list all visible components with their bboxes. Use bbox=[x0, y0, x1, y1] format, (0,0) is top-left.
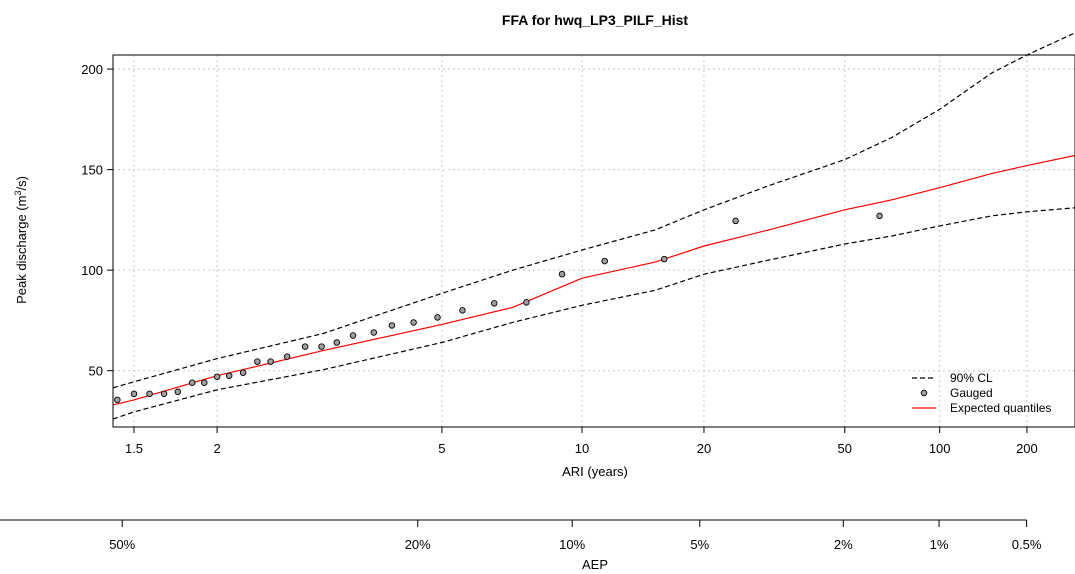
aep-tick-label: 50% bbox=[109, 537, 135, 552]
x-axis-label: ARI (years) bbox=[562, 464, 628, 479]
gauged-point bbox=[254, 358, 261, 365]
gauged-point bbox=[410, 319, 417, 326]
x-tick-label: 2 bbox=[213, 441, 220, 456]
gauged-point bbox=[370, 329, 378, 336]
gauged-point bbox=[459, 307, 466, 314]
y-axis-label-superscript: 3 bbox=[13, 191, 23, 196]
gauged-point bbox=[732, 217, 739, 225]
gauged-point bbox=[114, 396, 121, 404]
legend-label-expected-quantiles: Expected quantiles bbox=[950, 401, 1051, 415]
ci-upper-line bbox=[112, 32, 1075, 389]
x-tick-label: 10 bbox=[575, 441, 589, 456]
legend-label-gauged: Gauged bbox=[950, 386, 993, 400]
axis-layer: 50 100 150 200 1.5 2 5 10 20 50 100 200 bbox=[81, 54, 1075, 456]
gauged-point bbox=[267, 358, 274, 365]
aep-tick-label: 1% bbox=[930, 537, 949, 552]
gauged-point bbox=[239, 369, 247, 376]
gauged-point bbox=[601, 257, 608, 265]
gauged-point bbox=[188, 379, 196, 387]
y-tick-label: 150 bbox=[81, 163, 103, 178]
x-tick-label: 1.5 bbox=[125, 441, 143, 456]
aep-tick-label: 2% bbox=[834, 537, 853, 552]
aep-tick-label: 5% bbox=[690, 537, 709, 552]
y-tick-label: 200 bbox=[81, 62, 103, 77]
aep-tick-label: 20% bbox=[405, 537, 431, 552]
grid-layer bbox=[113, 55, 1075, 427]
expected-quantiles-line bbox=[112, 154, 1075, 406]
gauged-point bbox=[213, 373, 221, 380]
gauged-point bbox=[160, 390, 168, 398]
y-tick-label: 100 bbox=[81, 263, 103, 278]
gauged-point bbox=[225, 372, 233, 379]
gauged-point bbox=[434, 314, 441, 321]
x-tick-label: 5 bbox=[438, 441, 445, 456]
y-tick-label: 50 bbox=[89, 364, 103, 379]
gauged-point bbox=[388, 322, 396, 329]
gauged-point bbox=[876, 212, 883, 220]
gauged-point bbox=[660, 255, 668, 263]
plot-frame bbox=[112, 54, 1075, 428]
aep-axis: 67%50%20%10%5%2%1%0.5% bbox=[0, 519, 1042, 552]
gauged-point bbox=[201, 379, 208, 387]
aep-tick-label: 10% bbox=[559, 537, 585, 552]
series-layer bbox=[112, 32, 1075, 420]
chart-title: FFA for hwq_LP3_PILF_Hist bbox=[502, 12, 689, 28]
y-axis-label-main: Peak discharge (m bbox=[14, 196, 29, 304]
ci-lower-line bbox=[112, 207, 1075, 420]
x-tick-label: 20 bbox=[697, 441, 711, 456]
gauged-point bbox=[146, 390, 153, 398]
x-tick-label: 50 bbox=[838, 441, 852, 456]
gauged-point bbox=[491, 300, 498, 307]
gauged-point bbox=[349, 332, 357, 339]
aep-tick-label: 0.5% bbox=[1012, 537, 1042, 552]
gauged-point bbox=[130, 390, 138, 398]
gauged-point bbox=[558, 270, 566, 278]
x-tick-label: 100 bbox=[929, 441, 951, 456]
y-axis-label-end: /s) bbox=[14, 176, 29, 190]
gauged-point bbox=[301, 343, 309, 350]
legend-key-gauged bbox=[920, 389, 928, 397]
y-axis-label: Peak discharge (m3/s) bbox=[13, 176, 29, 304]
aep-axis-label: AEP bbox=[582, 557, 608, 572]
gauged-point bbox=[333, 339, 341, 346]
gauged-point bbox=[283, 353, 291, 360]
x-tick-label: 200 bbox=[1016, 441, 1038, 456]
gauged-point bbox=[523, 299, 530, 306]
gauged-point bbox=[174, 388, 182, 396]
gauged-point bbox=[318, 343, 325, 350]
legend-label-90-cl: 90% CL bbox=[950, 371, 993, 385]
